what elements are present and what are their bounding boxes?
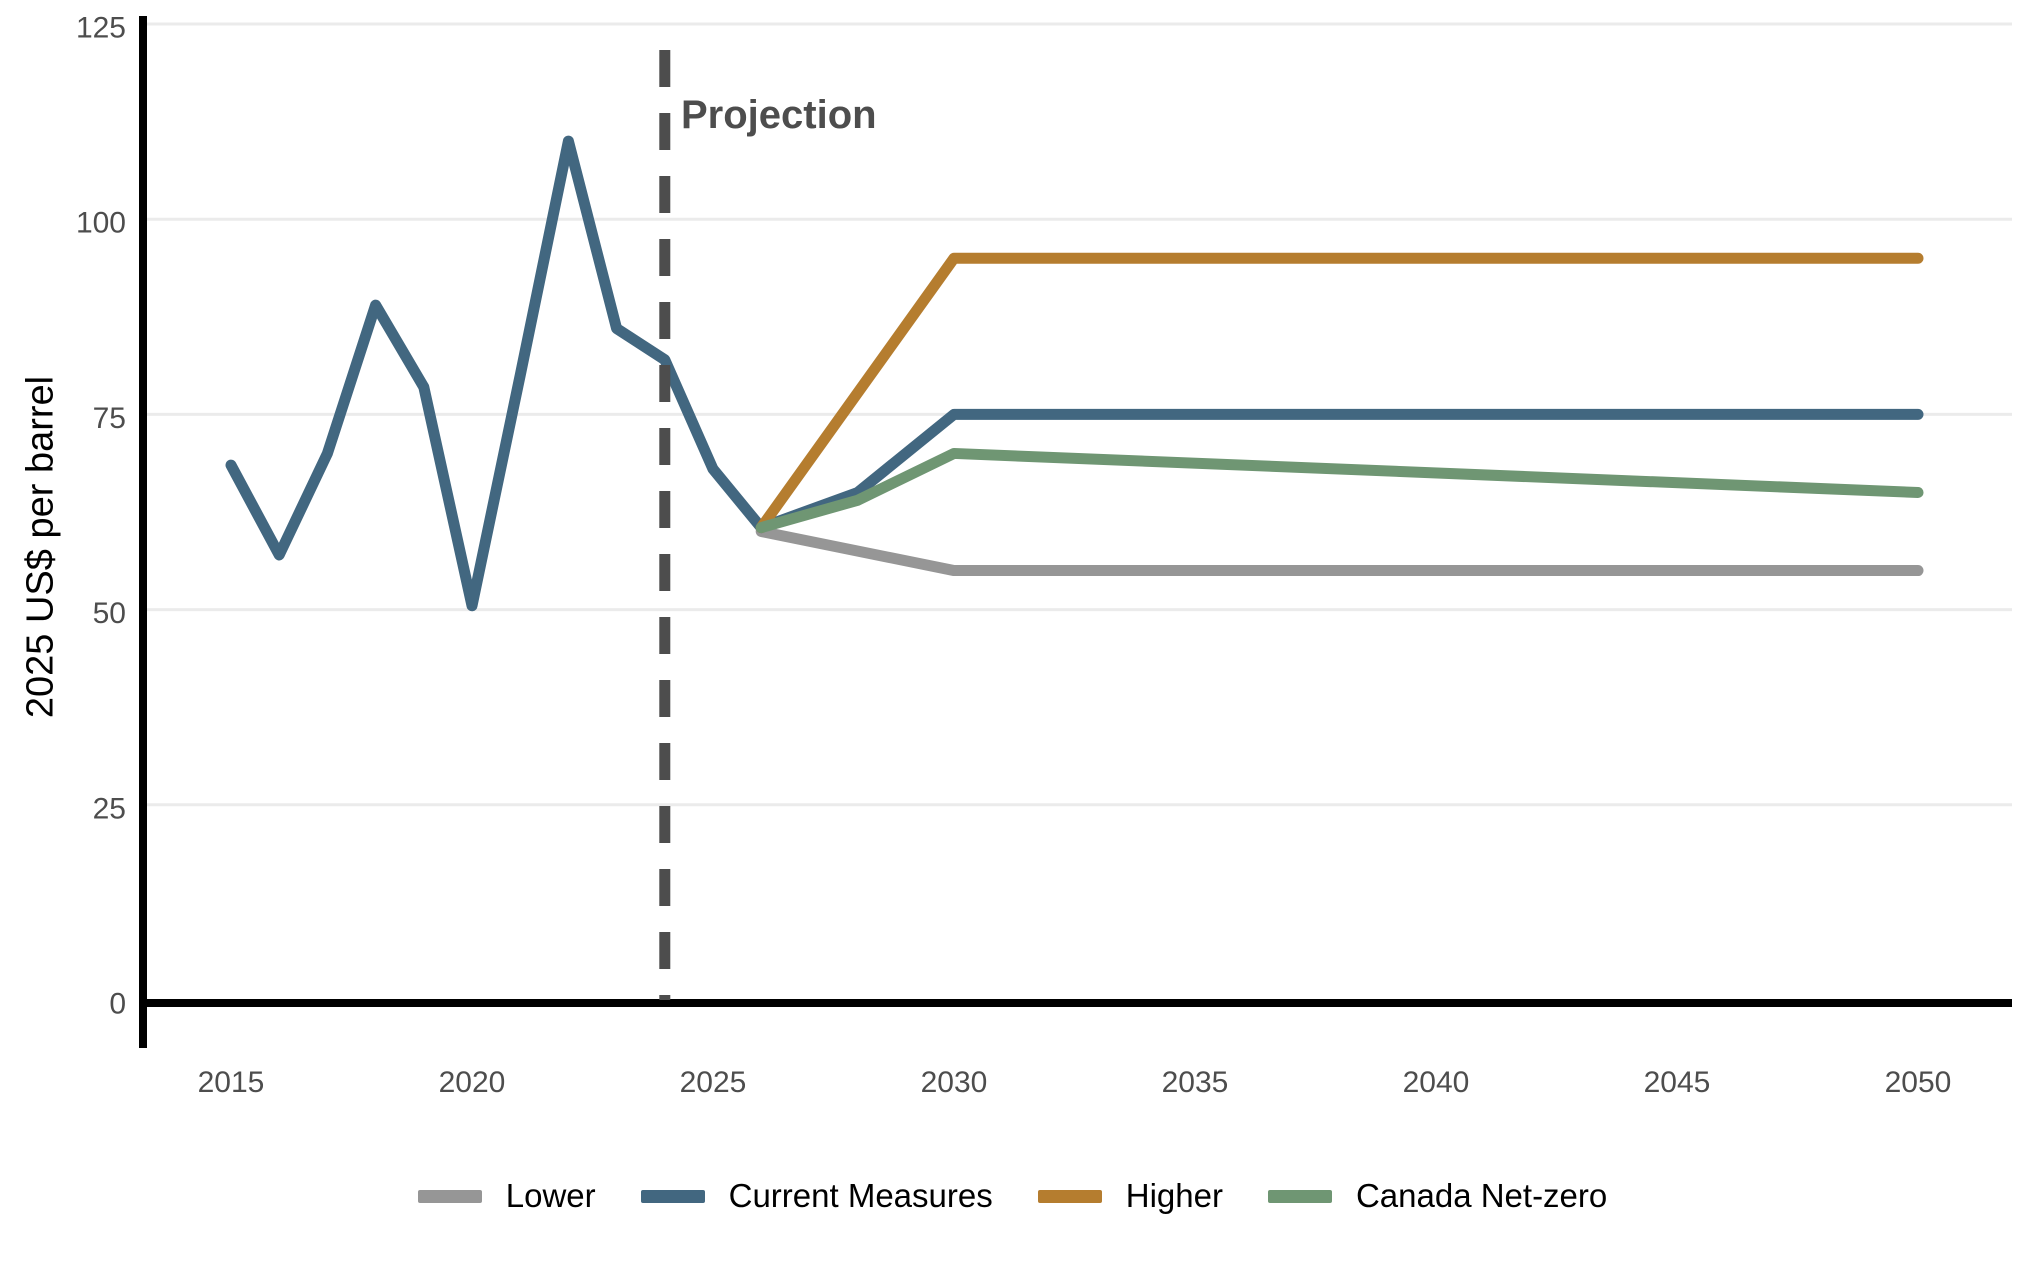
x-tick-label-2045: 2045 (1644, 1066, 1711, 1099)
x-tick-labels: 2015 2020 2025 2030 2035 2040 2045 2050 (198, 1066, 1952, 1099)
x-tick-label-2035: 2035 (1162, 1066, 1229, 1099)
legend-swatch-lower (417, 1189, 482, 1203)
legend-label: Current Measures (728, 1177, 993, 1214)
x-tick-label-2040: 2040 (1403, 1066, 1470, 1099)
y-tick-label-100: 100 (76, 207, 126, 240)
y-tick-label-0: 0 (109, 988, 126, 1021)
legend-label: Higher (1125, 1177, 1223, 1214)
y-tick-label-125: 125 (76, 12, 126, 45)
legend-label: Lower (505, 1177, 596, 1214)
legend-swatch-higher (1037, 1189, 1102, 1203)
x-tick-label-2025: 2025 (680, 1066, 747, 1099)
y-tick-label-50: 50 (93, 597, 126, 630)
y-tick-label-25: 25 (93, 792, 126, 825)
projection-label: Projection (681, 93, 877, 137)
series-line-canada-net-zero (755, 447, 1924, 534)
legend: Lower Current Measures Higher Canada Net-ze… (0, 1173, 2025, 1219)
historical-line (225, 135, 767, 612)
series-line-higher (755, 252, 1924, 534)
x-tick-label-2030: 2030 (921, 1066, 988, 1099)
legend-swatch-current-measures (640, 1189, 705, 1203)
legend-label: Canada Net-zero (1355, 1177, 1608, 1214)
series-lines (225, 135, 1924, 612)
y-tick-labels: 0 25 50 75 100 125 (76, 12, 126, 1021)
legend-swatch-canada-net-zero (1267, 1189, 1332, 1203)
legend-item-current-measures: Current Measures (640, 1173, 993, 1219)
x-tick-label-2020: 2020 (439, 1066, 506, 1099)
x-axis-line (139, 999, 2012, 1007)
legend-item-canada-net-zero: Canada Net-zero (1267, 1173, 1608, 1219)
y-axis-label: 2025 US$ per barrel (19, 375, 62, 719)
x-tick-label-2050: 2050 (1885, 1066, 1952, 1099)
y-axis-line (139, 16, 147, 1048)
x-tick-label-2015: 2015 (198, 1066, 265, 1099)
axes (139, 16, 2012, 1048)
y-tick-label-75: 75 (93, 402, 126, 435)
legend-item-higher: Higher (1037, 1173, 1223, 1219)
series-line-lower (755, 526, 1924, 577)
legend-item-lower: Lower (417, 1173, 596, 1219)
